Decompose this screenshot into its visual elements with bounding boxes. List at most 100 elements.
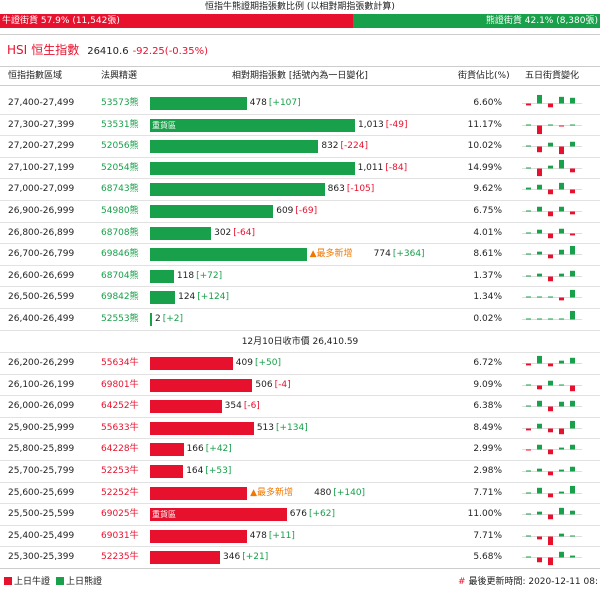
range-cell: 27,000-27,099: [8, 184, 75, 195]
contracts-bar: [150, 486, 248, 500]
sparkline-bar: [548, 296, 553, 298]
five-day-sparkline: [522, 290, 582, 301]
sparkline-bar: [537, 125, 542, 134]
share-cell: 6.72%: [473, 358, 502, 368]
product-code-link[interactable]: 69025牛: [101, 509, 139, 520]
product-code-link[interactable]: 68743熊: [101, 184, 139, 195]
contracts-delta: [-64]: [233, 227, 256, 238]
table-row[interactable]: 25,700-25,799 52253牛 164 [+53] 2.98%: [0, 461, 600, 483]
table-row[interactable]: 25,900-25,999 55633牛 513 [+134] 8.49%: [0, 418, 600, 440]
product-code-link[interactable]: 52252牛: [101, 487, 139, 498]
contracts-delta: [-49]: [385, 119, 408, 130]
contracts-bar: 重貨區: [150, 508, 287, 522]
sparkline-bar: [526, 535, 531, 537]
sparkline-bar: [526, 103, 531, 106]
product-code-link[interactable]: 52054熊: [101, 162, 139, 173]
product-code-link[interactable]: 52253牛: [101, 466, 139, 476]
sparkline-bar: [559, 447, 564, 450]
product-code-link[interactable]: 52553熊: [101, 314, 139, 324]
contracts-value: 1,011 [-84]: [358, 158, 408, 179]
sparkline-bar: [526, 428, 531, 431]
sparkline-bar: [548, 449, 553, 455]
contracts-count: 676: [289, 509, 307, 520]
sparkline-bar: [548, 254, 553, 259]
table-row[interactable]: 26,200-26,299 55634牛 409 [+50] 6.72%: [0, 353, 600, 375]
share-cell: 1.34%: [473, 292, 502, 303]
header-divider: [0, 34, 600, 35]
table-row[interactable]: 26,900-26,999 54980熊 609 [-69] 6.75%: [0, 201, 600, 223]
sparkline-bar: [537, 146, 542, 153]
table-row[interactable]: 25,500-25,599 69025牛 重貨區 676 [+62] 11.00%: [0, 504, 600, 526]
product-code-link[interactable]: 64252牛: [101, 401, 139, 412]
contracts-bar: [150, 97, 247, 110]
contracts-count: 1,011: [357, 162, 384, 173]
table-row[interactable]: 26,700-26,799 69846熊 ▲最多新增 774 [+364] 8.61%: [0, 244, 600, 266]
product-code-link[interactable]: 55634牛: [101, 358, 139, 368]
table-row[interactable]: 27,400-27,499 53573熊 478 [+107] 6.60%: [0, 93, 600, 115]
sparkline-bar: [559, 206, 564, 212]
last-updated: # 最後更新時間: 2020-12-11 08:: [458, 576, 598, 588]
product-code-link[interactable]: 53531熊: [101, 119, 139, 130]
sparkline-bar: [526, 124, 531, 126]
product-code-link[interactable]: 55633牛: [101, 422, 139, 433]
table-row[interactable]: 27,300-27,399 53531熊 重貨區 1,013 [-49] 11.17%: [0, 115, 600, 137]
col-header-code: 法興精選: [101, 71, 138, 81]
table-row[interactable]: 26,600-26,699 68704熊 118 [+72] 1.37%: [0, 266, 600, 288]
table-row[interactable]: 26,000-26,099 64252牛 354 [-6] 6.38%: [0, 396, 600, 418]
contracts-value: 354 [-6]: [225, 396, 260, 417]
contracts-count: 124: [178, 292, 196, 303]
sparkline-bar: [526, 470, 531, 472]
table-row[interactable]: 25,600-25,699 52252牛 ▲最多新增 480 [+140] 7.71%: [0, 483, 600, 505]
sparkline-bar: [559, 273, 564, 277]
contracts-delta: [+107]: [268, 98, 301, 108]
sparkline-bar: [570, 535, 575, 537]
product-code-link[interactable]: 52056熊: [101, 141, 139, 152]
product-code-link[interactable]: 69842熊: [101, 292, 139, 303]
contracts-bar: [150, 291, 176, 305]
table-row[interactable]: 27,200-27,299 52056熊 832 [-224] 10.02%: [0, 136, 600, 158]
sparkline-bar: [559, 552, 564, 558]
product-code-link[interactable]: 54980熊: [101, 206, 139, 216]
contracts-delta: [+140]: [333, 487, 366, 498]
share-cell: 6.75%: [473, 206, 502, 216]
table-row[interactable]: 25,400-25,499 69031牛 478 [+11] 7.71%: [0, 526, 600, 548]
table-row[interactable]: 26,500-26,599 69842熊 124 [+124] 1.34%: [0, 287, 600, 309]
share-cell: 2.98%: [473, 466, 502, 476]
sparkline-bar: [548, 165, 553, 169]
five-day-sparkline: [522, 420, 582, 434]
contracts-value: 118 [+72]: [177, 266, 222, 287]
table-row[interactable]: 27,000-27,099 68743熊 863 [-105] 9.62%: [0, 179, 600, 201]
product-code-link[interactable]: 52235牛: [101, 552, 139, 563]
product-code-link[interactable]: 53573熊: [101, 98, 139, 108]
contracts-delta: [+21]: [242, 552, 269, 563]
table-row[interactable]: 27,100-27,199 52054熊 1,011 [-84] 14.99%: [0, 158, 600, 180]
sparkline-bar: [537, 511, 542, 515]
share-cell: 6.60%: [473, 98, 502, 108]
table-row[interactable]: 26,800-26,899 68708熊 302 [-64] 4.01%: [0, 223, 600, 245]
contracts-value: 164 [+53]: [186, 461, 231, 482]
sparkline-bar: [526, 405, 531, 407]
range-cell: 26,100-26,199: [8, 379, 75, 390]
product-code-link[interactable]: 64228牛: [101, 444, 139, 455]
table-row[interactable]: 26,100-26,199 69801牛 506 [-4] 9.09%: [0, 375, 600, 397]
share-cell: 9.09%: [473, 379, 502, 390]
product-code-link[interactable]: 68708熊: [101, 227, 139, 238]
table-row[interactable]: 25,300-25,399 52235牛 346 [+21] 5.68%: [0, 547, 600, 569]
heavy-zone-tag: 重貨區: [152, 510, 176, 520]
legend-bull: 上日牛證: [4, 576, 50, 588]
product-code-link[interactable]: 69846熊: [101, 249, 139, 260]
sparkline-bar: [526, 318, 531, 320]
close-price-row: 12月10日收市價 26,410.59: [0, 332, 600, 353]
product-code-link[interactable]: 69031牛: [101, 530, 139, 541]
table-row[interactable]: 26,400-26,499 52553熊 2 [+2] 0.02%: [0, 309, 600, 331]
index-name[interactable]: 恒生指數: [31, 43, 80, 57]
five-day-sparkline: [522, 466, 582, 476]
sparkline-bar: [537, 468, 542, 472]
range-cell: 25,800-25,899: [8, 444, 75, 455]
index-symbol[interactable]: HSI: [7, 43, 28, 57]
product-code-link[interactable]: 68704熊: [101, 270, 139, 281]
legend-bear-label: 上日熊證: [66, 577, 103, 587]
table-row[interactable]: 25,800-25,899 64228牛 166 [+42] 2.99%: [0, 439, 600, 461]
product-code-link[interactable]: 69801牛: [101, 379, 139, 390]
contracts-bar: [150, 465, 184, 478]
